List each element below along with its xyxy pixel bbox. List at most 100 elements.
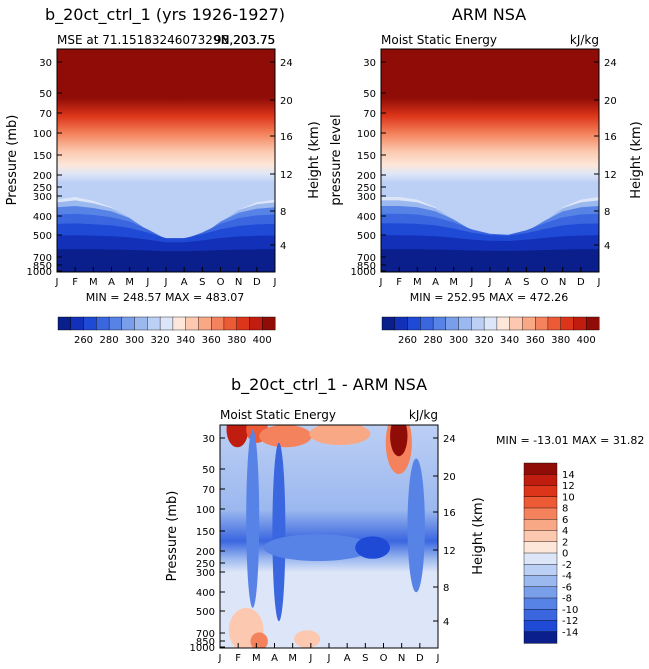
x-tick-label: D [577,277,585,288]
colorbar-label: 360 [526,335,545,346]
x-tick-label: M [125,277,134,288]
colorbar-label: 280 [100,335,119,346]
colorbar-label: 6 [562,515,568,526]
x-tick-label: F [72,277,78,288]
x-tick-label: J [55,277,59,288]
colorbar-swatch [223,316,238,331]
model-ylabel-right: Height (km) [307,121,322,198]
x-tick-label: J [327,653,331,664]
colorbar-swatch [70,316,85,331]
obs-stats: MIN = 252.95 MAX = 472.26 [410,291,568,304]
colorbar-swatch [496,316,511,331]
y-tick-label-right: 24 [604,58,617,69]
colorbar-swatch [523,620,558,633]
y-tick-label: 500 [357,231,376,242]
y-tick-label: 250 [196,559,215,570]
y-tick-label: 250 [357,183,376,194]
colorbar-label: -2 [562,560,572,571]
y-tick-label: 30 [363,58,376,69]
x-tick-label: N [398,653,405,664]
obs-contour-bands [381,49,599,272]
colorbar-swatch [523,597,558,610]
x-tick-label: J [145,277,149,288]
y-tick-label-right: 4 [604,241,610,252]
colorbar-label: -12 [562,616,578,627]
colorbar-label: 380 [551,335,570,346]
y-tick-label: 200 [196,547,215,558]
x-tick-label: M [449,277,458,288]
model-contour-bands [57,49,275,272]
model-subtitle-left: MSE at 71.1518324607329N,203.75 [57,33,275,47]
colorbar-label: 260 [74,335,93,346]
y-tick-label-right: 12 [280,170,293,181]
colorbar-swatch [249,316,263,331]
model-title: b_20ct_ctrl_1 (yrs 1926-1927) [45,5,285,25]
y-tick-label-right: 4 [280,241,286,252]
obs-ylabel-right: Height (km) [629,121,644,198]
y-tick-label: 400 [357,212,376,223]
anomaly-region [226,425,249,448]
colorbar-label: 280 [424,335,443,346]
x-tick-label: J [164,277,168,288]
lower-band [381,249,599,272]
colorbar-label: 340 [176,335,195,346]
x-tick-label: J [308,653,312,664]
x-tick-label: A [344,653,351,664]
anomaly-region [294,630,321,648]
x-tick-label: F [396,277,402,288]
y-tick-label: 100 [357,129,376,140]
colorbar-label: 300 [449,335,468,346]
colorbar-swatch [445,316,460,331]
diff-ylabel: Pressure (mb) [165,491,180,582]
model-colorbar: 260 280 300 320 340 360 380 400 [57,316,276,346]
colorbar-label: 300 [125,335,144,346]
colorbar-label: 360 [202,335,221,346]
colorbar-swatch [573,316,587,331]
x-tick-label: J [469,277,473,288]
y-tick-label: 50 [202,465,215,476]
colorbar-swatch [134,316,148,331]
y-tick-label-right: 16 [443,508,456,519]
colorbar-swatch [523,586,558,599]
difference-panel: b_20ct_ctrl_1 - ARM NSA Moist Static Ene… [165,375,644,664]
diff-title: b_20ct_ctrl_1 - ARM NSA [231,375,427,395]
y-tick-label: 250 [33,183,52,194]
anomaly-region [250,632,268,648]
colorbar-label: 12 [562,481,575,492]
x-tick-label: N [235,277,242,288]
y-tick-label-right: 24 [443,434,456,445]
y-tick-label: 300 [33,192,52,203]
colorbar-swatch [121,316,136,331]
x-tick-label: A [505,277,512,288]
colorbar-swatch [381,316,396,331]
y-tick-label: 150 [357,151,376,162]
model-ylabel: Pressure (mb) [5,115,20,206]
colorbar-swatch [523,564,558,577]
y-tick-label: 70 [202,485,215,496]
colorbar-swatch [523,631,558,644]
x-tick-label: D [416,653,424,664]
colorbar-label: 14 [562,470,575,481]
colorbar-swatch [236,316,250,331]
colorbar-swatch [432,316,447,331]
model-panel: b_20ct_ctrl_1 (yrs 1926-1927) MSE at 71.… [5,5,322,304]
x-tick-label: J [273,277,277,288]
diff-subtitle-right: kJ/kg [409,408,438,422]
obs-subtitle-left: Moist Static Energy [381,33,497,47]
y-tick-label: 50 [39,89,52,100]
y-tick-label: 400 [33,212,52,223]
colorbar-swatch [83,316,97,331]
colorbar-label: -8 [562,594,572,605]
colorbar-swatch [185,316,199,331]
y-tick-label-right: 20 [443,472,456,483]
y-tick-label: 850 [196,637,215,648]
y-tick-label: 70 [363,109,376,120]
colorbar-swatch [560,316,575,331]
y-tick-label-right: 4 [443,617,449,628]
y-tick-label-right: 12 [443,546,456,557]
colorbar-swatch [523,496,558,509]
y-tick-label: 850 [33,261,52,272]
colorbar-swatch [523,575,558,588]
